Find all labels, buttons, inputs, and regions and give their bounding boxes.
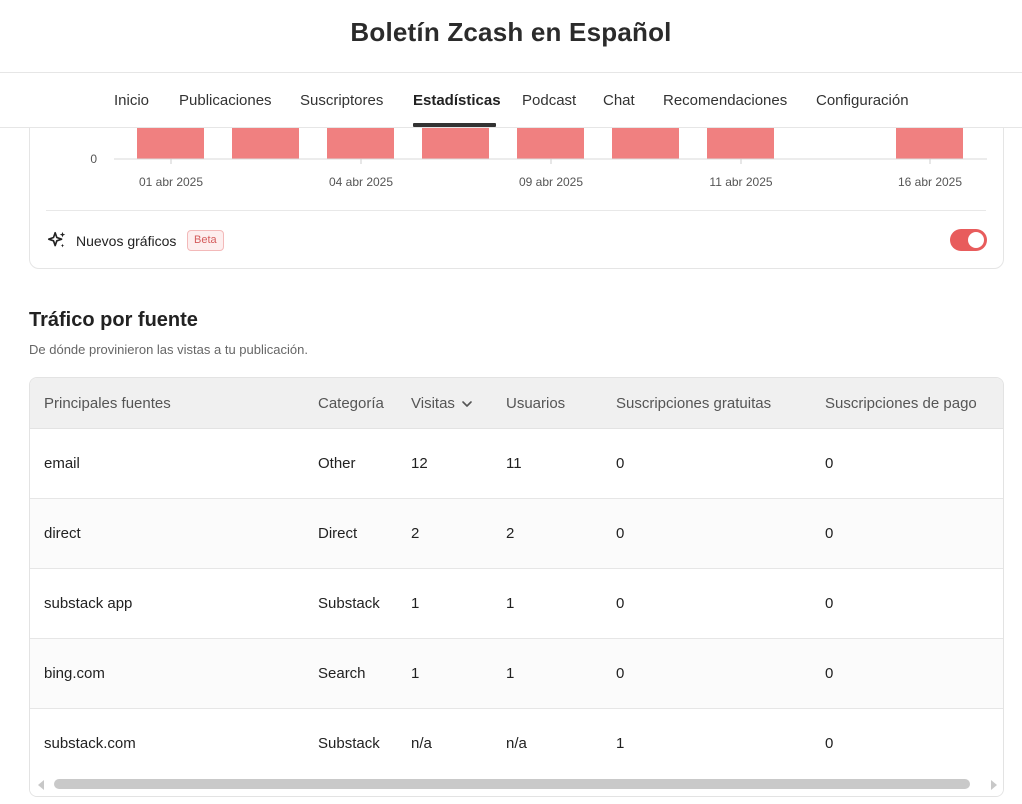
tab-chat[interactable]: Chat (603, 92, 635, 109)
cell-visits: n/a (411, 735, 432, 752)
scroll-left-arrow[interactable] (38, 780, 44, 790)
x-tick-label: 11 abr 2025 (709, 175, 772, 189)
cell-users: 2 (506, 525, 515, 542)
cell-category: Other (318, 455, 356, 472)
cell-users: n/a (506, 735, 527, 752)
cell-free-subs: 0 (616, 665, 625, 682)
cell-paid-subs: 0 (825, 735, 834, 752)
cell-free-subs: 0 (616, 525, 625, 542)
cell-visits: 2 (411, 525, 420, 542)
tab-inicio[interactable]: Inicio (114, 92, 150, 109)
traffic-section-subtitle: De dónde provinieron las vistas a tu pub… (29, 342, 308, 357)
horizontal-scrollbar[interactable] (30, 776, 1003, 796)
col-header-sources[interactable]: Principales fuentes (44, 395, 171, 412)
tab-publicaciones[interactable]: Publicaciones (179, 92, 272, 109)
cell-category: Substack (318, 595, 380, 612)
active-tab-indicator (413, 123, 496, 127)
table-row: direct Direct 2 2 0 0 (30, 499, 1003, 569)
cell-category: Substack (318, 735, 380, 752)
new-charts-label: Nuevos gráficos (76, 233, 177, 249)
cell-visits: 1 (411, 595, 420, 612)
card-divider (46, 210, 986, 211)
tab-estadisticas[interactable]: Estadísticas (413, 92, 501, 109)
chevron-down-icon (462, 401, 472, 407)
cell-visits: 12 (411, 455, 428, 472)
table-row: bing.com Search 1 1 0 0 (30, 639, 1003, 709)
col-header-category[interactable]: Categoría (318, 395, 384, 412)
new-charts-toggle[interactable] (950, 229, 987, 251)
y-tick-label: 0 (90, 152, 97, 166)
sparkle-icon (47, 231, 66, 248)
tab-configuracion[interactable]: Configuración (816, 92, 909, 109)
cell-source: bing.com (44, 665, 105, 682)
cell-paid-subs: 0 (825, 525, 834, 542)
cell-paid-subs: 0 (825, 665, 834, 682)
x-tick-label: 04 abr 2025 (329, 175, 393, 189)
table-header: Principales fuentes Categoría Visitas Us… (30, 378, 1003, 429)
col-header-users[interactable]: Usuarios (506, 395, 566, 412)
traffic-table: Principales fuentes Categoría Visitas Us… (29, 377, 1004, 797)
cell-paid-subs: 0 (825, 455, 834, 472)
cell-free-subs: 0 (616, 455, 625, 472)
cell-source: substack app (44, 595, 133, 612)
col-header-visits-label: Visitas (411, 395, 455, 412)
tab-podcast[interactable]: Podcast (522, 92, 577, 109)
cell-free-subs: 1 (616, 735, 625, 752)
tab-suscriptores[interactable]: Suscriptores (300, 92, 384, 109)
cell-source: email (44, 455, 80, 472)
cell-users: 1 (506, 595, 515, 612)
cell-category: Direct (318, 525, 358, 542)
cell-paid-subs: 0 (825, 595, 834, 612)
cell-users: 11 (506, 455, 522, 472)
cell-source: substack.com (44, 735, 136, 752)
publication-header: Boletín Zcash en Español (0, 0, 1022, 73)
x-tick-label: 16 abr 2025 (898, 175, 962, 189)
cell-visits: 1 (411, 665, 420, 682)
scroll-thumb[interactable] (54, 779, 970, 789)
beta-badge: Beta (187, 230, 224, 251)
table-row: email Other 12 11 0 0 (30, 429, 1003, 499)
traffic-section-title: Tráfico por fuente (29, 309, 198, 331)
table-row: substack app Substack 1 1 0 0 (30, 569, 1003, 639)
table-row: substack.com Substack n/a n/a 1 0 (30, 709, 1003, 779)
nav-tabs: Inicio Publicaciones Suscriptores Estadí… (0, 73, 1022, 128)
x-tick-label: 09 abr 2025 (519, 175, 583, 189)
cell-free-subs: 0 (616, 595, 625, 612)
cell-users: 1 (506, 665, 515, 682)
tab-recomendaciones[interactable]: Recomendaciones (663, 92, 788, 109)
publication-title[interactable]: Boletín Zcash en Español (350, 17, 672, 47)
x-tick-label: 01 abr 2025 (139, 175, 203, 189)
toggle-knob (968, 232, 984, 248)
col-header-free-subs[interactable]: Suscripciones gratuitas (616, 395, 772, 412)
col-header-visits[interactable]: Visitas (411, 395, 473, 412)
cell-source: direct (44, 525, 81, 542)
cell-category: Search (318, 665, 366, 682)
scroll-right-arrow[interactable] (991, 780, 997, 790)
col-header-paid-subs[interactable]: Suscripciones de pago (825, 395, 977, 412)
